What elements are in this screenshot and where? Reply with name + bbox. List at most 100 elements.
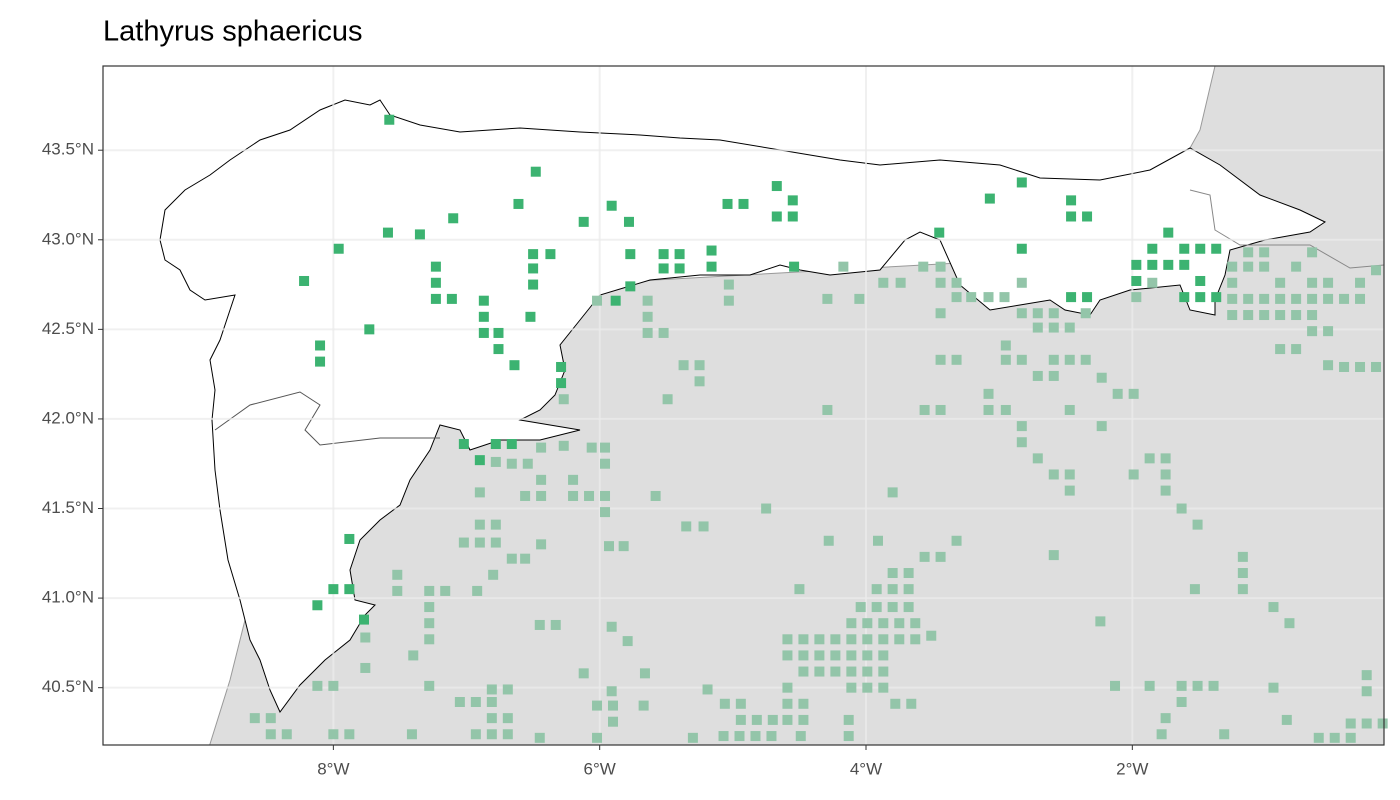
occurrence-cell (249, 713, 260, 724)
occurrence-cell (430, 277, 441, 288)
occurrence-cell (1355, 277, 1366, 288)
occurrence-cell (474, 487, 485, 498)
occurrence-cell (625, 281, 636, 292)
occurrence-cell (658, 249, 669, 260)
occurrence-cell (430, 293, 441, 304)
occurrence-cell (798, 666, 809, 677)
panel-border (102, 65, 1385, 746)
occurrence-cell (782, 682, 793, 693)
occurrence-cell (822, 404, 833, 415)
occurrence-cell (545, 249, 556, 260)
occurrence-cell (1243, 310, 1254, 321)
occurrence-cell (458, 537, 469, 548)
occurrence-cell (528, 249, 539, 260)
occurrence-cell (935, 551, 946, 562)
occurrence-cell (536, 490, 547, 501)
occurrence-cell (795, 731, 806, 742)
occurrence-cell (600, 490, 611, 501)
occurrence-cell (364, 324, 375, 335)
occurrence-cell (1016, 308, 1027, 319)
occurrence-cell (1268, 682, 1279, 693)
occurrence-cell (610, 295, 621, 306)
occurrence-cell (1211, 243, 1222, 254)
occurrence-cell (1208, 680, 1219, 691)
occurrence-cell (706, 261, 717, 272)
occurrence-cell (1032, 322, 1043, 333)
occurrence-cell (830, 650, 841, 661)
occurrence-cell (718, 731, 729, 742)
occurrence-cell (1000, 340, 1011, 351)
occurrence-cell (1243, 247, 1254, 258)
occurrence-cell (951, 292, 962, 303)
occurrence-cell (1275, 310, 1286, 321)
occurrence-cell (1179, 292, 1190, 303)
occurrence-cell (798, 714, 809, 725)
x-tick-label: 8°W (317, 759, 349, 778)
occurrence-cell (761, 503, 772, 514)
occurrence-cell (1016, 437, 1027, 448)
occurrence-cell (440, 585, 451, 596)
occurrence-cell (674, 263, 685, 274)
occurrence-cell (1080, 308, 1091, 319)
occurrence-cell (1189, 584, 1200, 595)
occurrence-cell (642, 311, 653, 322)
occurrence-cell (1355, 293, 1366, 304)
occurrence-cell (719, 698, 730, 709)
occurrence-cell (392, 585, 403, 596)
occurrence-cell (1048, 550, 1059, 561)
occurrence-cell (281, 729, 292, 740)
occurrence-cell (662, 394, 673, 405)
occurrence-cell (658, 327, 669, 338)
occurrence-cell (794, 584, 805, 595)
occurrence-cell (750, 731, 761, 742)
occurrence-cell (446, 293, 457, 304)
occurrence-cell (678, 360, 689, 371)
occurrence-cell (488, 569, 499, 580)
y-tick-label: 43.0°N (42, 229, 94, 248)
occurrence-cell (1307, 326, 1318, 337)
occurrence-cell (1211, 292, 1222, 303)
occurrence-cell (1179, 259, 1190, 270)
occurrence-cell (1048, 322, 1059, 333)
occurrence-cell (536, 442, 547, 453)
occurrence-cell (1032, 370, 1043, 381)
x-tick-label: 4°W (850, 759, 882, 778)
occurrence-cell (474, 537, 485, 548)
occurrence-cell (1176, 697, 1187, 708)
occurrence-cell (312, 600, 323, 611)
occurrence-cell (1195, 275, 1206, 286)
occurrence-cell (1339, 361, 1350, 372)
occurrence-cell (522, 458, 533, 469)
occurrence-cell (592, 700, 603, 711)
occurrence-cell (1048, 308, 1059, 319)
occurrence-cell (1082, 211, 1093, 222)
occurrence-cell (1016, 177, 1027, 188)
occurrence-cell (878, 650, 889, 661)
occurrence-cell (525, 311, 536, 322)
occurrence-cell (1147, 277, 1158, 288)
occurrence-cell (1307, 293, 1318, 304)
occurrence-cell (1227, 293, 1238, 304)
occurrence-cell (1323, 277, 1334, 288)
occurrence-cell (1237, 584, 1248, 595)
occurrence-cell (887, 487, 898, 498)
occurrence-cell (1000, 354, 1011, 365)
occurrence-cell (1339, 293, 1350, 304)
occurrence-cell (767, 714, 778, 725)
occurrence-cell (735, 698, 746, 709)
occurrence-cell (1307, 247, 1318, 258)
occurrence-cell (558, 440, 569, 451)
occurrence-cell (782, 650, 793, 661)
occurrence-cell (600, 442, 611, 453)
border (214, 391, 440, 446)
occurrence-cell (618, 541, 629, 552)
occurrence-cell (926, 630, 937, 641)
occurrence-cell (1066, 292, 1077, 303)
occurrence-cell (798, 634, 809, 645)
occurrence-cell (903, 568, 914, 579)
occurrence-cell (458, 439, 469, 450)
occurrence-cell (698, 521, 709, 532)
occurrence-cell (1064, 322, 1075, 333)
occurrence-cell (1259, 247, 1270, 258)
